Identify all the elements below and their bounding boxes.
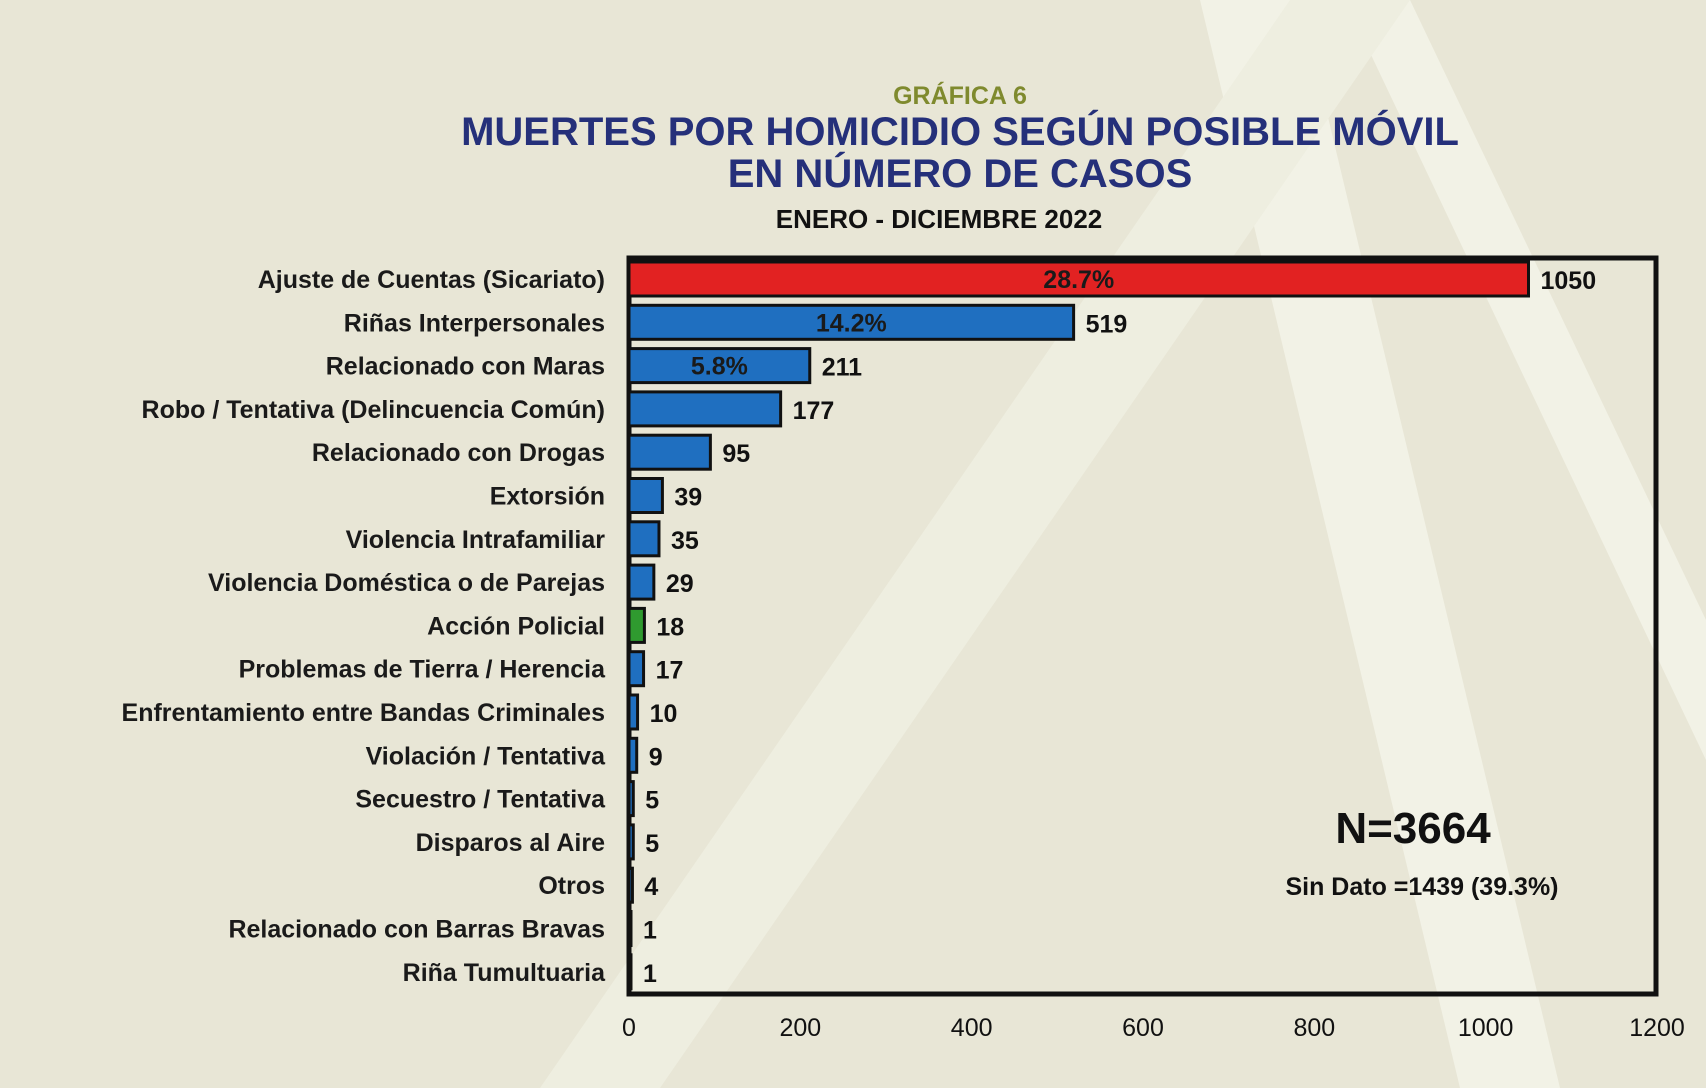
- bar-value-label: 5: [645, 830, 659, 858]
- category-label: Violencia Intrafamiliar: [346, 526, 606, 554]
- category-label: Riñas Interpersonales: [344, 309, 605, 337]
- category-labels: Ajuste de Cuentas (Sicariato) Riñas Inter…: [122, 266, 607, 987]
- bar-percent-label: 14.2%: [816, 309, 887, 337]
- x-tick-label: 1000: [1458, 1014, 1514, 1042]
- chart-title-line1: MUERTES POR HOMICIDIO SEGÚN POSIBLE MÓVI…: [461, 110, 1459, 154]
- bar-value-label: 1050: [1541, 267, 1597, 295]
- category-label: Violación / Tentativa: [366, 742, 607, 770]
- chart-supertitle: GRÁFICA 6: [893, 82, 1027, 110]
- category-label: Extorsión: [490, 483, 605, 511]
- bar: [627, 303, 1076, 341]
- x-tick-label: 600: [1122, 1014, 1164, 1042]
- category-label: Violencia Doméstica o de Parejas: [208, 569, 605, 597]
- category-label: Secuestro / Tentativa: [355, 786, 606, 814]
- category-label: Acción Policial: [427, 612, 605, 640]
- bars: 105028.7%51914.2%2115.8%1779539352918171…: [627, 260, 1597, 991]
- chart-subtitle: ENERO - DICIEMBRE 2022: [775, 204, 1103, 234]
- bar-value-label: 39: [674, 484, 702, 512]
- bar-value-label: 10: [650, 700, 678, 728]
- bar-value-label: 18: [656, 613, 684, 641]
- bar: [627, 823, 635, 861]
- x-tick-label: 400: [951, 1014, 993, 1042]
- category-label: Ajuste de Cuentas (Sicariato): [258, 266, 605, 294]
- category-label: Relacionado con Drogas: [312, 439, 605, 467]
- category-label: Otros: [538, 872, 605, 900]
- category-label: Riña Tumultuaria: [403, 959, 606, 987]
- x-tick-label: 1200: [1629, 1014, 1685, 1042]
- n-total-annotation: N=3664: [1335, 804, 1491, 853]
- bar: [627, 693, 640, 731]
- sin-dato-annotation: Sin Dato =1439 (39.3%): [1285, 873, 1558, 901]
- bar: [627, 347, 812, 385]
- chart-title-line2: EN NÚMERO DE CASOS: [727, 152, 1193, 196]
- x-tick-label: 200: [779, 1014, 821, 1042]
- bar-value-label: 177: [793, 397, 835, 425]
- category-label: Relacionado con Maras: [326, 353, 605, 381]
- bar-value-label: 5: [645, 787, 659, 815]
- bar: [627, 606, 646, 644]
- bar: [627, 260, 1530, 298]
- category-label: Relacionado con Barras Bravas: [228, 916, 605, 944]
- bar: [627, 953, 633, 991]
- bar: [627, 910, 633, 947]
- category-label: Disparos al Aire: [416, 829, 606, 857]
- bar: [627, 563, 656, 601]
- bar: [627, 736, 639, 774]
- bar-percent-label: 28.7%: [1043, 266, 1114, 294]
- bar-value-label: 17: [656, 657, 684, 685]
- category-label: Problemas de Tierra / Herencia: [239, 656, 606, 684]
- bar: [627, 780, 635, 818]
- bar: [627, 866, 634, 904]
- x-tick-label: 0: [622, 1014, 636, 1042]
- bar-value-label: 95: [722, 440, 750, 468]
- bar-value-label: 35: [671, 527, 699, 555]
- bar-value-label: 9: [649, 743, 663, 771]
- bar: [627, 520, 661, 558]
- bar-value-label: 1: [643, 917, 657, 945]
- bar: [627, 390, 783, 428]
- bar-value-label: 519: [1086, 310, 1128, 338]
- bar: [627, 433, 712, 471]
- x-axis-ticks: 0 200 400 600 800 1000 1200: [622, 1014, 1685, 1042]
- bar-value-label: 4: [644, 873, 658, 901]
- bar: [627, 477, 664, 514]
- bar-value-label: 211: [822, 354, 862, 382]
- category-label: Enfrentamiento entre Bandas Criminales: [122, 699, 605, 727]
- bar-value-label: 1: [643, 960, 657, 988]
- category-label: Robo / Tentativa (Delincuencia Común): [142, 396, 605, 424]
- bar: [627, 650, 646, 688]
- bar-percent-label: 5.8%: [691, 353, 748, 381]
- bar-value-label: 29: [666, 570, 694, 598]
- x-tick-label: 800: [1293, 1014, 1335, 1042]
